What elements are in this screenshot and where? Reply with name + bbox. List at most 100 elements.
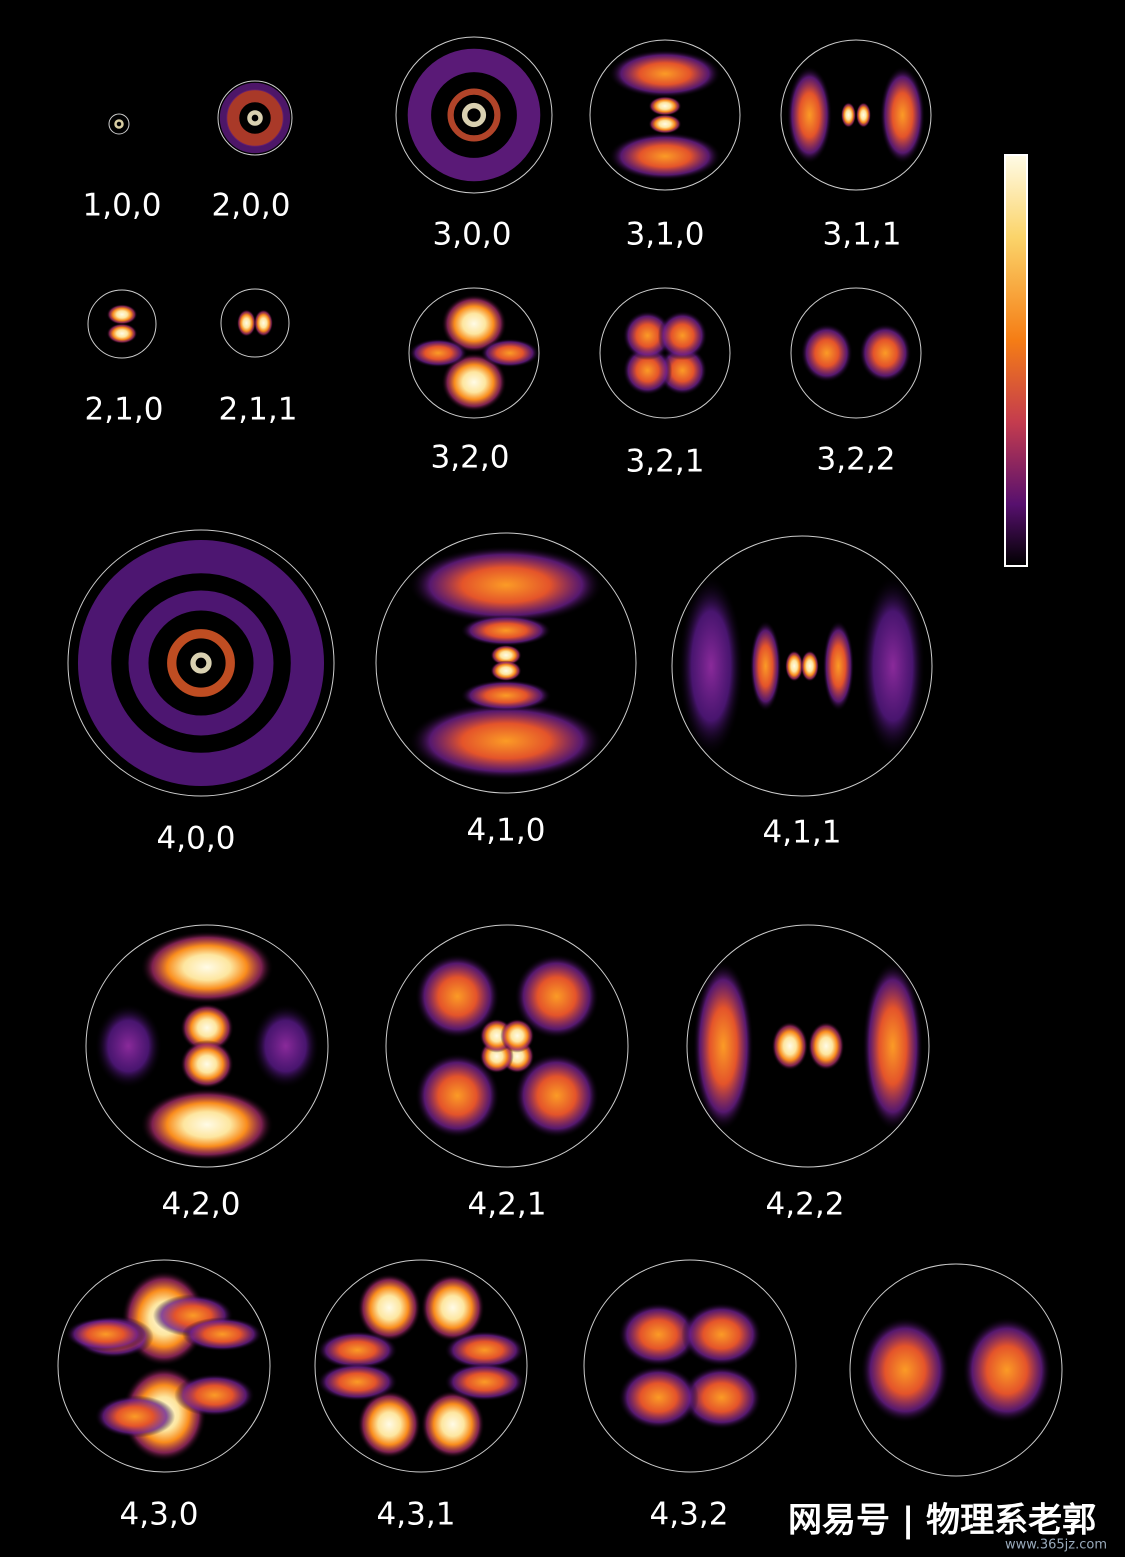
- orbital-label: 1,0,0: [83, 188, 162, 224]
- density-lobe: [859, 323, 912, 383]
- orbital-boundary: [589, 39, 741, 191]
- orbital-label: 2,1,0: [85, 392, 164, 428]
- orbital-boundary: [67, 529, 335, 797]
- density-lobe: [618, 1302, 699, 1367]
- density-lobe: [251, 1003, 320, 1089]
- density-ring: [114, 119, 124, 129]
- orbital-boundary: [599, 287, 731, 419]
- density-ring: [167, 629, 235, 697]
- colorbar: [1004, 154, 1028, 567]
- density-lobe: [787, 66, 832, 164]
- orbital: [395, 36, 553, 194]
- orbital: [849, 1263, 1063, 1477]
- density-lobe: [174, 1373, 255, 1417]
- orbital-label: 3,2,2: [817, 442, 896, 478]
- density-lobe: [409, 338, 468, 368]
- orbital-label: 4,3,1: [377, 1497, 456, 1533]
- orbital-label: 4,2,0: [162, 1187, 241, 1223]
- density-lobe: [444, 1331, 525, 1370]
- density-lobe: [357, 1390, 422, 1459]
- density-lobe: [822, 620, 855, 712]
- orbital: [67, 529, 335, 797]
- density-lobe: [460, 614, 552, 647]
- orbital-boundary: [375, 532, 637, 794]
- density-lobe: [808, 1021, 845, 1071]
- density-lobe: [771, 1021, 808, 1071]
- orbital: [408, 287, 540, 419]
- density-lobe: [106, 304, 138, 325]
- orbital-label: 4,1,1: [763, 815, 842, 851]
- orbital: [790, 287, 922, 419]
- orbital: [220, 288, 290, 358]
- orbital-label: 4,2,1: [468, 1187, 547, 1223]
- orbital: [589, 39, 741, 191]
- density-ring: [226, 89, 284, 147]
- density-ring: [247, 110, 263, 126]
- density-lobe: [860, 1317, 950, 1423]
- density-lobe: [622, 310, 673, 361]
- orbital-boundary: [408, 287, 540, 419]
- density-lobe: [785, 650, 804, 682]
- orbital-boundary: [790, 287, 922, 419]
- density-lobe: [862, 961, 923, 1131]
- orbital-boundary: [217, 80, 293, 156]
- density-ring: [128, 590, 274, 736]
- density-ring: [447, 88, 501, 142]
- orbital-label: 4,1,0: [467, 813, 546, 849]
- density-lobe: [514, 954, 599, 1039]
- orbital: [385, 924, 629, 1168]
- density-lobe: [441, 353, 507, 412]
- orbital-label: 3,1,0: [626, 217, 705, 253]
- density-lobe: [750, 620, 782, 712]
- density-lobe: [180, 1003, 234, 1053]
- orbital-boundary: [314, 1259, 528, 1473]
- orbital-boundary: [220, 288, 290, 358]
- density-lobe: [460, 679, 552, 712]
- density-ring: [190, 652, 212, 674]
- orbital: [780, 39, 932, 191]
- density-lobe: [681, 1365, 762, 1430]
- orbital: [108, 113, 130, 135]
- density-lobe: [444, 1362, 525, 1401]
- density-lobe: [693, 961, 754, 1131]
- watermark: 网易号 | 物理系老郭: [788, 1501, 1096, 1541]
- orbital-boundary: [385, 924, 629, 1168]
- orbital: [583, 1259, 797, 1473]
- orbital-boundary: [395, 36, 553, 194]
- density-lobe: [856, 102, 871, 128]
- density-lobe: [421, 1273, 485, 1342]
- density-lobe: [408, 702, 604, 780]
- density-lobe: [500, 1018, 535, 1053]
- density-ring: [407, 48, 541, 182]
- orbital-label: 3,2,1: [626, 444, 705, 480]
- orbital-label: 4,2,2: [766, 1187, 845, 1223]
- density-lobe: [317, 1362, 398, 1401]
- density-lobe: [880, 66, 925, 164]
- density-lobe: [648, 114, 682, 134]
- orbital: [87, 289, 157, 359]
- density-lobe: [480, 338, 539, 368]
- orbital: [375, 532, 637, 794]
- density-lobe: [415, 1053, 500, 1138]
- density-lobe: [180, 1039, 234, 1089]
- density-lobe: [490, 644, 522, 666]
- density-lobe: [490, 660, 522, 682]
- orbital-boundary: [87, 289, 157, 359]
- orbital-label: 4,3,0: [120, 1497, 199, 1533]
- density-lobe: [841, 102, 856, 128]
- density-lobe: [800, 650, 819, 682]
- density-lobe: [317, 1331, 398, 1370]
- orbital: [57, 1259, 271, 1473]
- density-lobe: [962, 1317, 1052, 1423]
- density-lobe: [618, 1365, 699, 1430]
- orbital: [686, 924, 930, 1168]
- orbital-boundary: [671, 535, 933, 797]
- density-lobe: [860, 575, 926, 757]
- density-lobe: [622, 345, 673, 396]
- density-lobe: [106, 323, 138, 344]
- orbital-label: 3,0,0: [433, 217, 512, 253]
- density-lobe: [182, 1317, 263, 1352]
- density-lobe: [140, 1088, 274, 1161]
- density-lobe: [441, 294, 507, 353]
